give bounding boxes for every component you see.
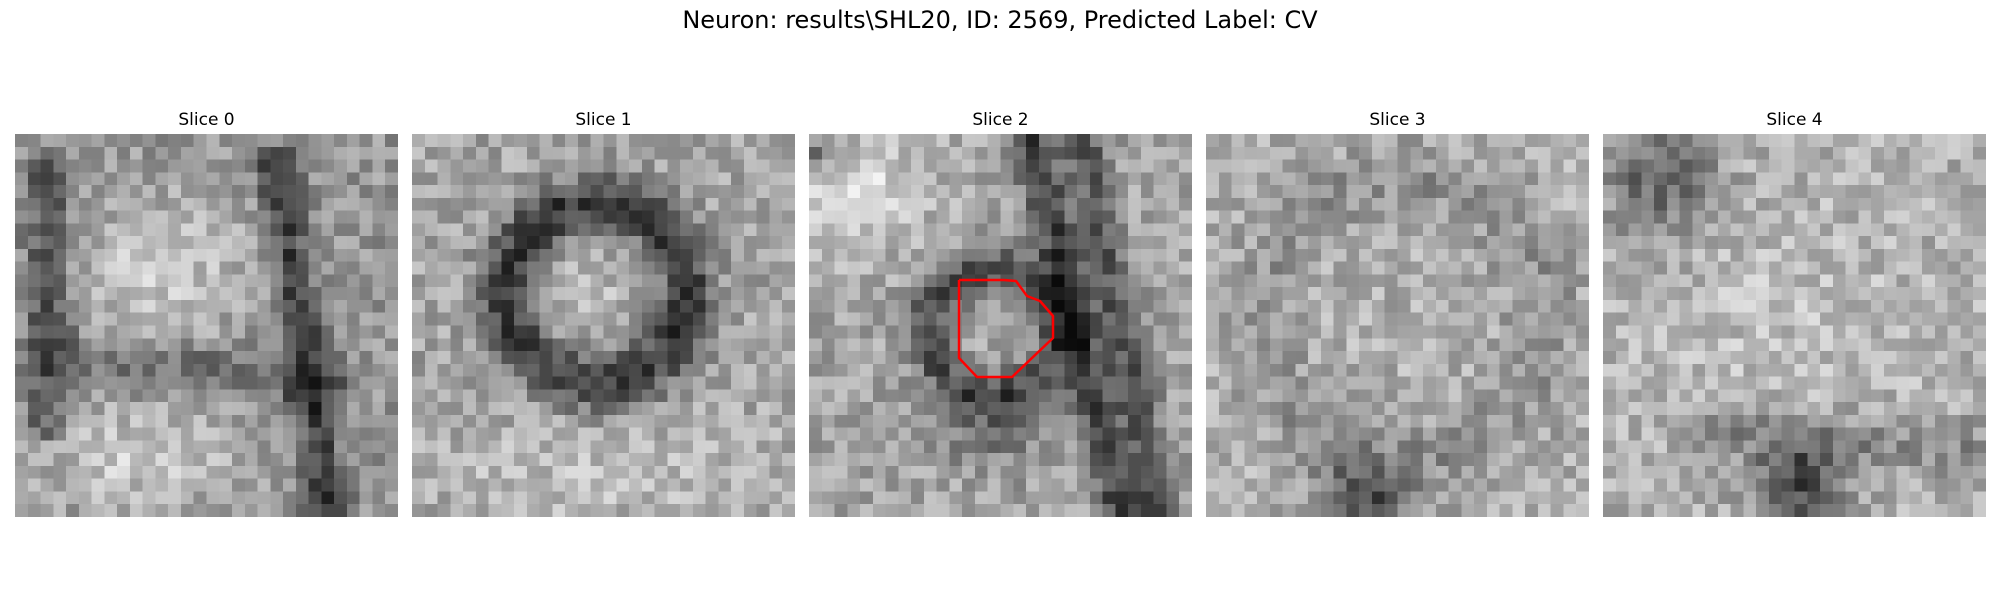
slice-title: Slice 2 [972, 110, 1029, 130]
segmentation-contour [957, 278, 1055, 379]
slice-panel-2: Slice 2 [809, 108, 1192, 517]
slice-image [15, 134, 398, 517]
slice-image [809, 134, 1192, 517]
slice-image [412, 134, 795, 517]
slice-image [1206, 134, 1589, 517]
slice-panel-1: Slice 1 [412, 108, 795, 517]
slice-title: Slice 4 [1766, 110, 1823, 130]
slice-title: Slice 3 [1369, 110, 1426, 130]
contour-outline [957, 278, 1055, 379]
slice-image [1603, 134, 1986, 517]
slice-title: Slice 0 [178, 110, 235, 130]
slice-panel-0: Slice 0 [15, 108, 398, 517]
slice-panel-3: Slice 3 [1206, 108, 1589, 517]
slice-panel-4: Slice 4 [1603, 108, 1986, 517]
slice-title: Slice 1 [575, 110, 632, 130]
figure-title: Neuron: results\SHL20, ID: 2569, Predict… [682, 6, 1318, 34]
